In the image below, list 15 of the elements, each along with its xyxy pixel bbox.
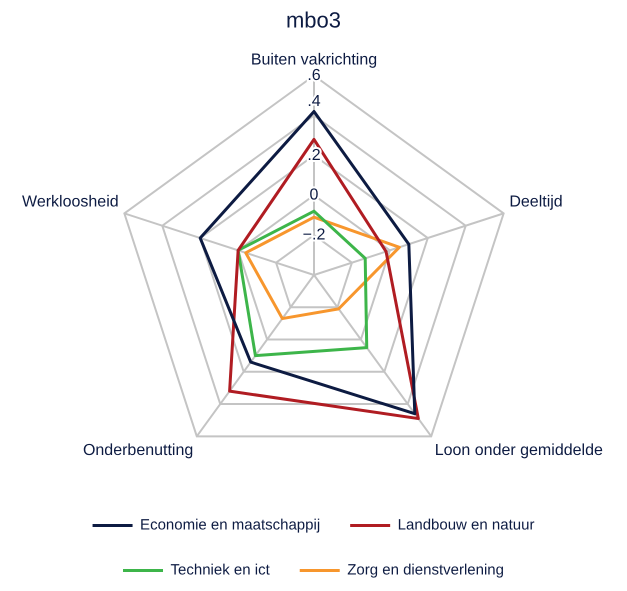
- y-tick-label: −.2: [302, 226, 326, 244]
- legend-label: Economie en maatschappij: [140, 516, 320, 534]
- spoke-label: Onderbenutting: [82, 442, 194, 460]
- y-tick-label: 0: [310, 186, 319, 204]
- legend-label: Landbouw en natuur: [398, 516, 534, 534]
- spoke-label: Loon onder gemiddelde: [434, 442, 603, 460]
- chart-title: mbo3: [286, 7, 342, 32]
- y-tick-label: .6: [307, 67, 321, 84]
- spoke-label: Werkloosheid: [22, 193, 119, 210]
- legend-label: Zorg en dienstverlening: [347, 562, 504, 579]
- legend-label: Techniek en ict: [170, 562, 271, 579]
- spoke-label: Deeltijd: [509, 193, 563, 210]
- y-tick-label: .2: [307, 146, 321, 164]
- spoke-label: Buiten vakrichting: [250, 51, 378, 68]
- y-tick-label: .4: [307, 92, 321, 110]
